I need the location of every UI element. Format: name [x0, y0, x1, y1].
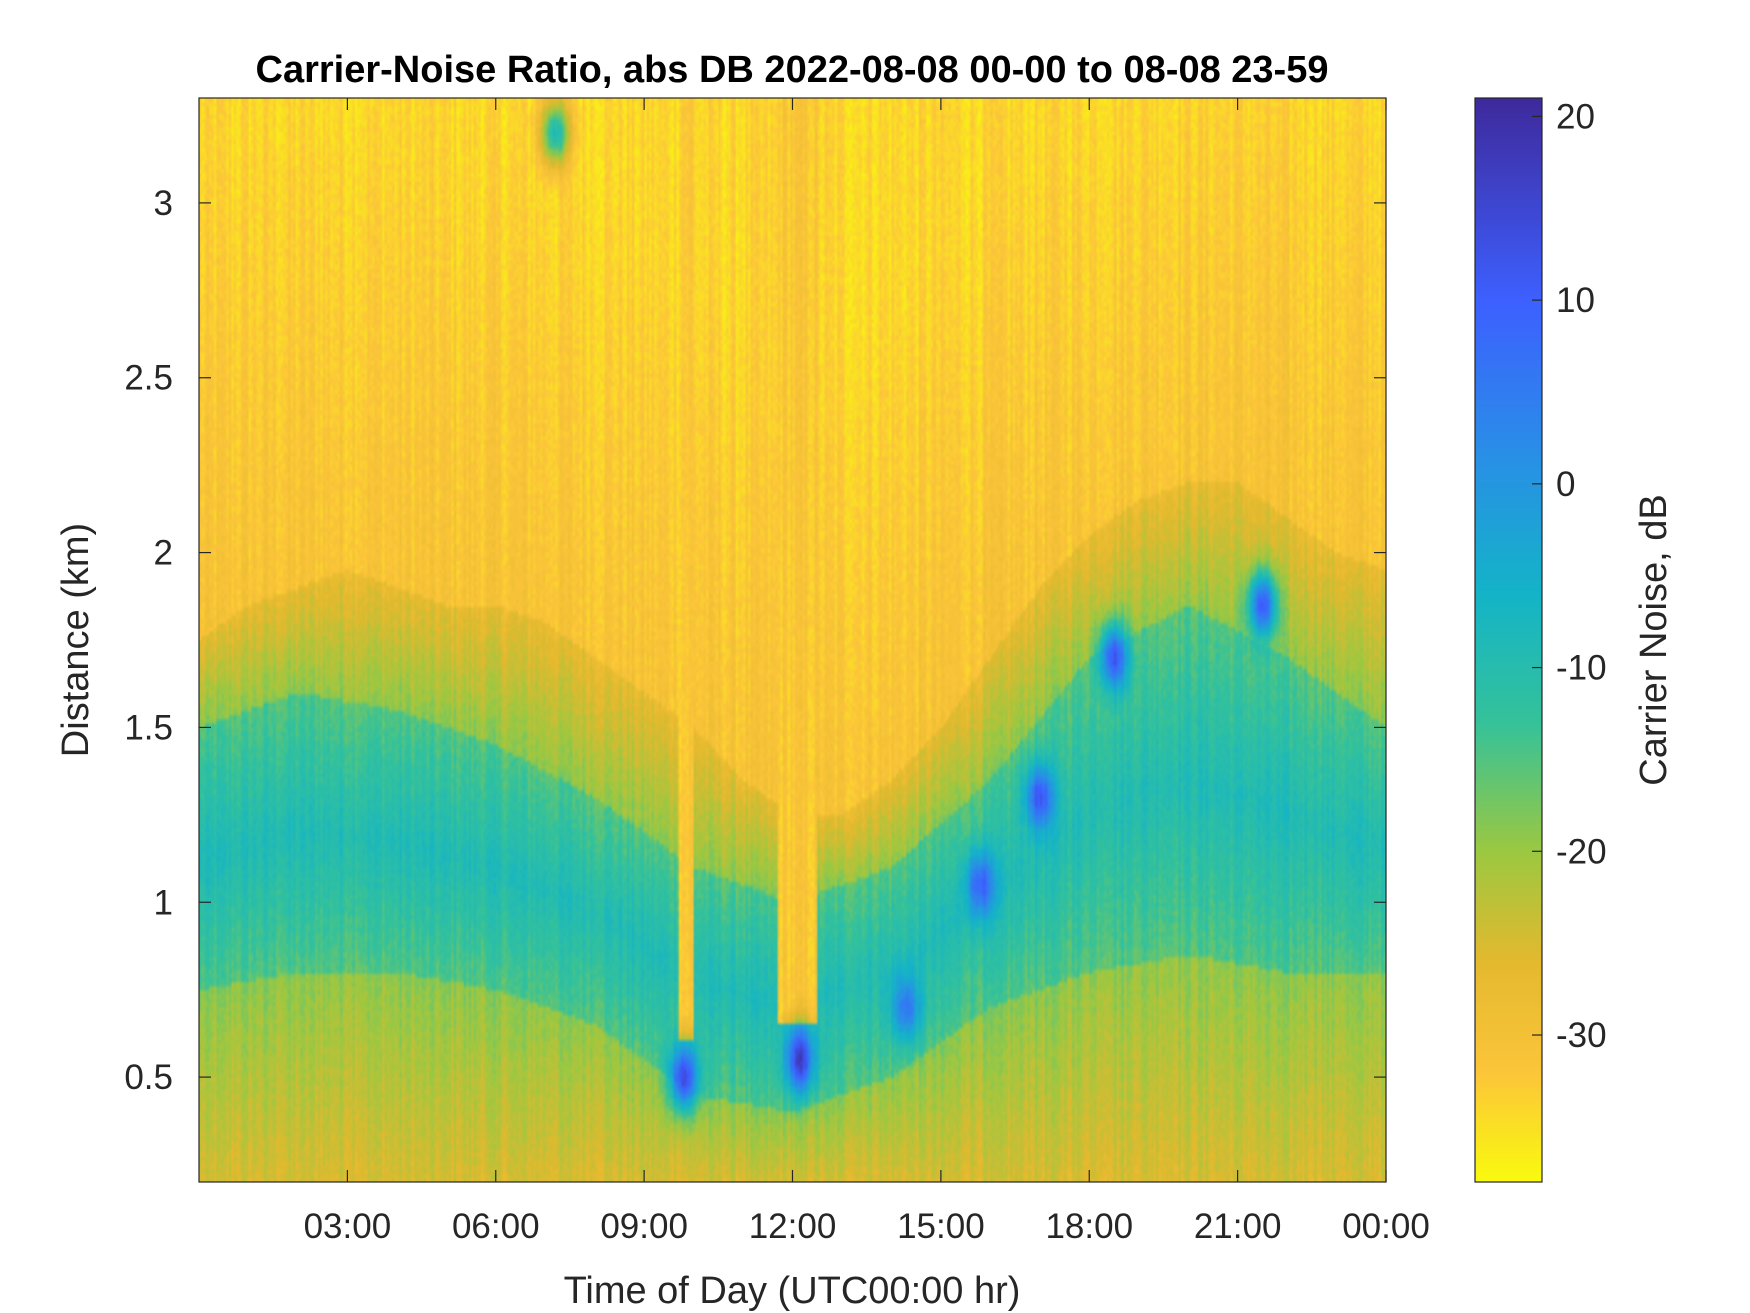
x-tick-label: 03:00 — [304, 1207, 392, 1246]
colorbar-ticks: 20 10 0 -10 -20 -30 — [1532, 97, 1607, 1055]
x-tick-label: 00:00 — [1342, 1207, 1430, 1246]
x-tick-label: 15:00 — [897, 1207, 985, 1246]
colorbar: 20 10 0 -10 -20 -30 Carrier Noise, dB — [1474, 97, 1675, 1183]
colorbar-tick-label: 10 — [1556, 281, 1595, 320]
y-axis-ticks: 0.5 1 1.5 2 2.5 3 — [124, 184, 1386, 1097]
y-tick-label: 1.5 — [124, 708, 173, 747]
colorbar-label: Carrier Noise, dB — [1633, 494, 1675, 785]
x-tick-label: 18:00 — [1045, 1207, 1133, 1246]
colorbar-tick-label: -30 — [1556, 1016, 1607, 1055]
heatmap-layer — [199, 98, 1386, 1182]
x-axis-label: Time of Day (UTC00:00 hr) — [564, 1270, 1021, 1312]
x-tick-label: 21:00 — [1194, 1207, 1282, 1246]
y-tick-label: 2 — [154, 534, 173, 573]
y-tick-label: 1 — [154, 883, 173, 922]
x-tick-label: 09:00 — [600, 1207, 688, 1246]
y-tick-label: 3 — [154, 184, 173, 223]
x-tick-label: 06:00 — [452, 1207, 540, 1246]
heatmap-image — [199, 98, 1386, 1182]
y-axis-label: Distance (km) — [55, 523, 97, 757]
colorbar-gradient — [1475, 98, 1542, 1182]
chart-title: Carrier-Noise Ratio, abs DB 2022-08-08 0… — [256, 49, 1329, 91]
y-tick-label: 2.5 — [124, 359, 173, 398]
y-tick-label: 0.5 — [124, 1058, 173, 1097]
x-tick-label: 12:00 — [749, 1207, 837, 1246]
colorbar-tick-label: 20 — [1556, 97, 1595, 136]
x-axis-ticks: 03:00 06:00 09:00 12:00 15:00 18:00 21:00 00:00 — [304, 98, 1430, 1246]
colorbar-tick-label: -10 — [1556, 649, 1607, 688]
colorbar-tick-label: -20 — [1556, 832, 1607, 871]
colorbar-frame — [1474, 97, 1543, 1183]
colorbar-tick-label: 0 — [1556, 465, 1575, 504]
